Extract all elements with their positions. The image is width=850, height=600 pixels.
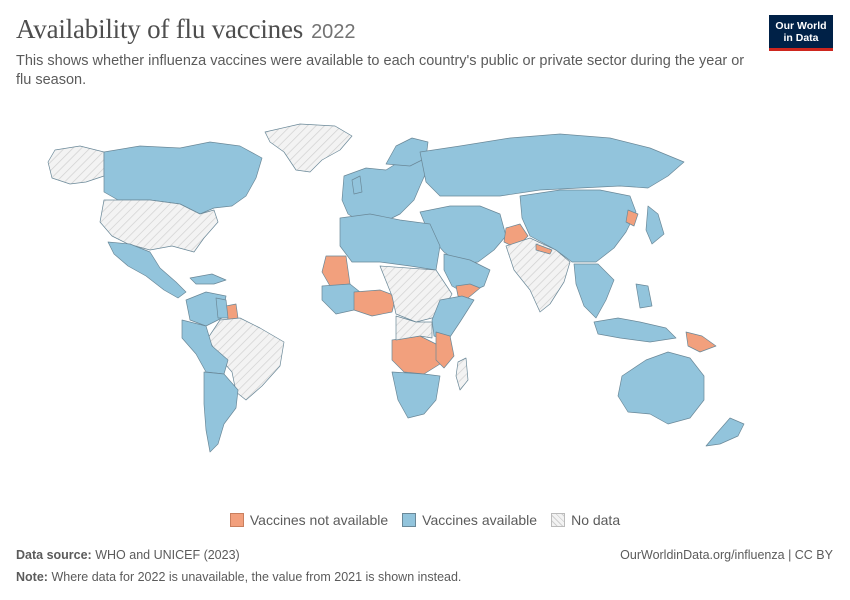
region-madagascar[interactable] — [455, 357, 469, 391]
region-japan[interactable] — [645, 205, 665, 245]
footer-link[interactable]: OurWorldinData.org/influenza | CC BY — [620, 548, 833, 562]
source-label: Data source: — [16, 548, 92, 562]
title-row: Availability of flu vaccines 2022 — [16, 14, 356, 45]
footer-note: Note: Where data for 2022 is unavailable… — [16, 570, 461, 584]
title-year: 2022 — [311, 21, 356, 43]
owid-logo[interactable]: Our World in Data — [769, 15, 833, 51]
legend-swatch-available — [402, 513, 417, 527]
country-shapes — [47, 123, 745, 453]
page-subtitle: This shows whether influenza vaccines we… — [16, 53, 745, 88]
legend: Vaccines not available Vaccines availabl… — [0, 512, 850, 528]
region-united-states[interactable] — [99, 199, 219, 253]
region-papua-new-guinea[interactable] — [685, 331, 717, 353]
logo-line-1: Our World — [775, 19, 827, 32]
region-southeast-asia[interactable] — [573, 263, 615, 319]
region-mauritania[interactable] — [321, 255, 351, 287]
region-scandinavia[interactable] — [385, 137, 429, 167]
region-guyana[interactable] — [215, 297, 229, 319]
region-north-korea[interactable] — [625, 209, 639, 227]
legend-label: Vaccines not available — [249, 512, 389, 528]
footer-source: Data source: WHO and UNICEF (2023) — [16, 548, 240, 562]
region-nepal[interactable] — [535, 243, 553, 255]
source-text: WHO and UNICEF (2023) — [95, 548, 240, 562]
note-label: Note: — [16, 570, 48, 584]
note-text: Where data for 2022 is unavailable, the … — [51, 570, 462, 584]
legend-swatch-not-available — [229, 513, 244, 527]
region-greenland[interactable] — [264, 123, 353, 173]
region-burkina-nigeria[interactable] — [353, 289, 397, 317]
region-angola-zambia[interactable] — [391, 335, 441, 375]
region-russia[interactable] — [419, 133, 685, 197]
region-mozambique[interactable] — [435, 331, 455, 369]
region-australia[interactable] — [617, 351, 705, 425]
world-map[interactable] — [0, 110, 850, 505]
region-indonesia[interactable] — [593, 317, 677, 343]
region-argentina-chile[interactable] — [203, 371, 239, 453]
region-china[interactable] — [519, 189, 637, 263]
region-india[interactable] — [505, 237, 571, 313]
region-europe[interactable] — [341, 151, 429, 225]
region-philippines[interactable] — [635, 283, 653, 309]
region-alaska[interactable] — [47, 145, 105, 185]
region-new-zealand[interactable] — [705, 417, 745, 447]
region-caribbean[interactable] — [189, 273, 227, 285]
legend-label: Vaccines available — [422, 512, 538, 528]
legend-item-available[interactable]: Vaccines available — [402, 512, 537, 528]
legend-label: No data — [571, 512, 621, 528]
logo-line-2: in Data — [783, 31, 819, 44]
region-southern-africa[interactable] — [391, 371, 441, 419]
legend-item-not-available[interactable]: Vaccines not available — [229, 512, 389, 528]
legend-swatch-no-data — [551, 513, 566, 527]
region-central-africa[interactable] — [379, 265, 453, 323]
legend-item-no-data[interactable]: No data — [551, 512, 620, 528]
region-congo[interactable] — [395, 315, 433, 341]
region-mexico[interactable] — [107, 241, 187, 299]
region-uk[interactable] — [351, 175, 363, 195]
region-yemen[interactable] — [455, 283, 481, 299]
page-title: Availability of flu vaccines — [16, 14, 304, 44]
